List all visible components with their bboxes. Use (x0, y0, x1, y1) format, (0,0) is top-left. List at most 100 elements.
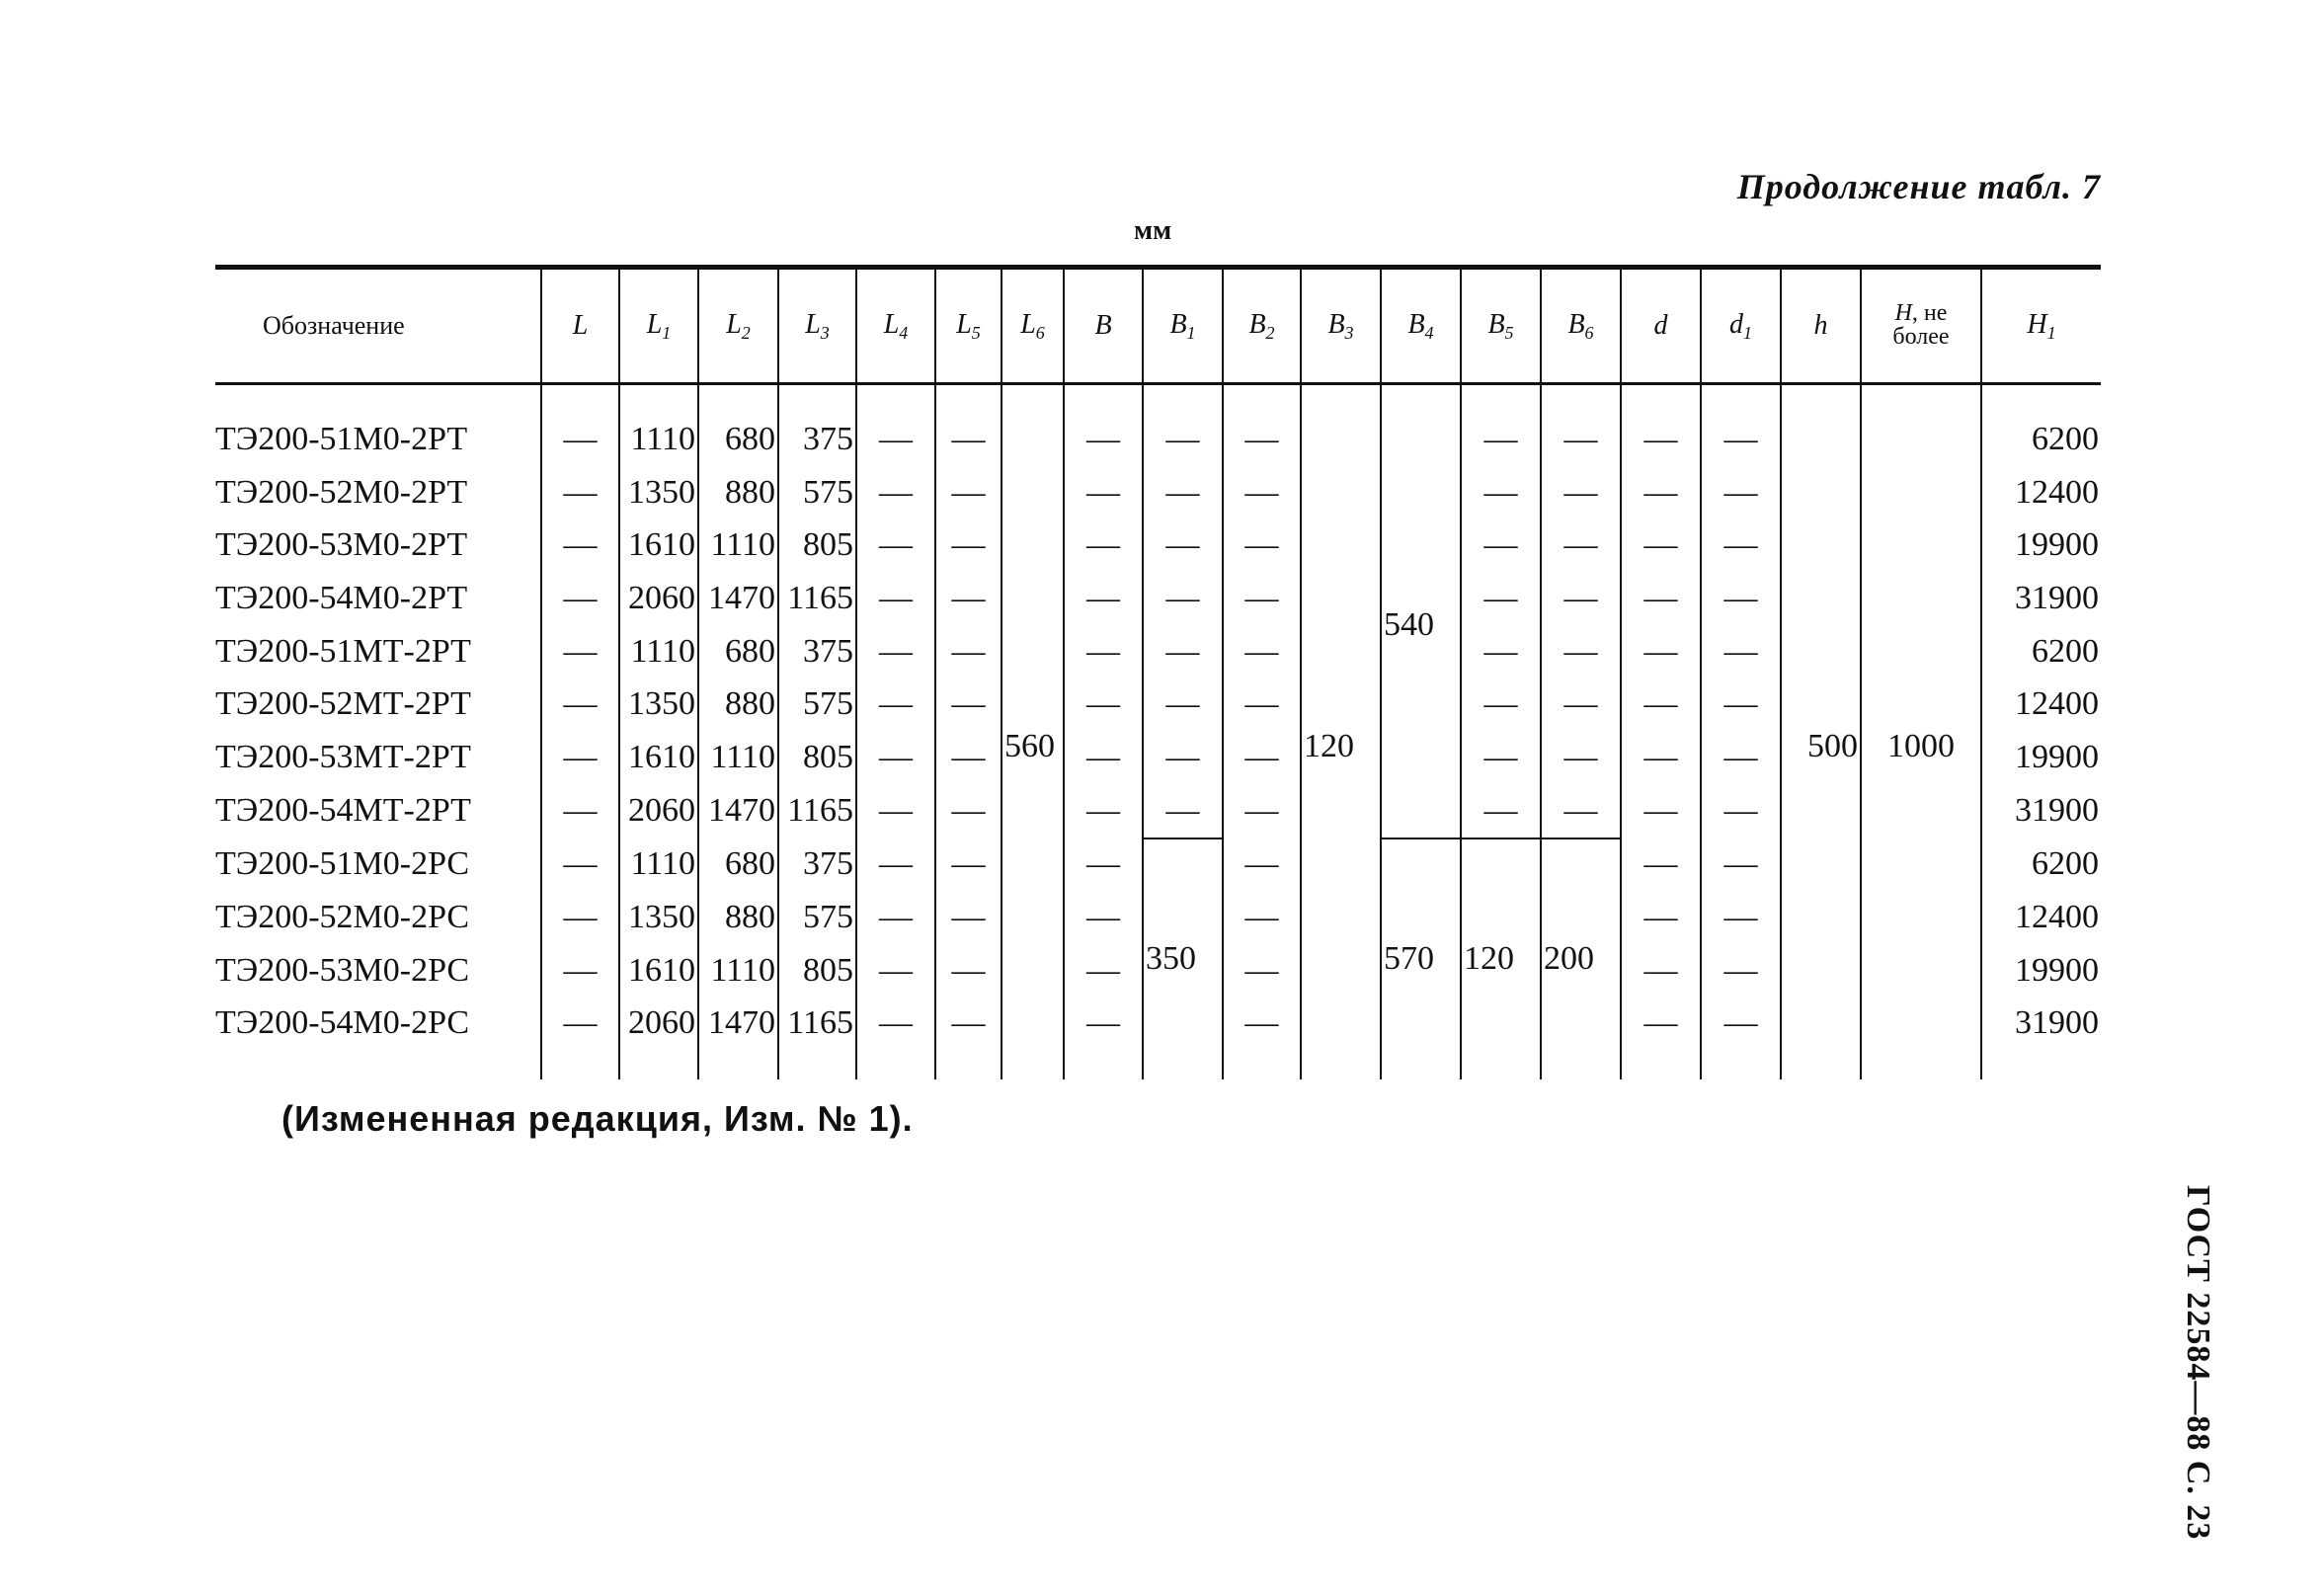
table-cell: — (1142, 383, 1223, 466)
table-cell: — (855, 943, 935, 998)
table-cell: — (1460, 519, 1541, 573)
table-cell: — (1700, 997, 1781, 1080)
table-cell: — (1620, 678, 1701, 732)
table-row: ТЭ200-54М0-2РС —2060 1470 1165— — — — — —31900 (215, 997, 2101, 1080)
column-header: L5 (934, 265, 1001, 385)
table-cell: — (1700, 465, 1781, 519)
table-row: ТЭ200-52М0-2РТ —1350 880 575— — — — — — — — —12400 (215, 465, 2101, 519)
table-row: ТЭ200-54М0-2РТ —2060 1470 1165— — — — — — — — —3190… (215, 572, 2101, 625)
table-cell: — (1700, 838, 1781, 892)
table-cell: 575 (777, 678, 856, 732)
table-cell: — (1460, 731, 1541, 784)
column-header: B3 (1300, 265, 1381, 385)
table-cell: 2060 (618, 783, 698, 838)
table-cell: — (1620, 624, 1701, 678)
designation-cell: ТЭ200-54М0-2РТ (215, 579, 468, 616)
table-cell: — (934, 624, 1001, 678)
table-cell: 1610 (618, 731, 698, 784)
table-cell: 12400 (1980, 678, 2101, 732)
column-header: d (1620, 265, 1701, 385)
table-cell: 1165 (777, 572, 856, 625)
table-cell: — (1063, 519, 1143, 573)
table-cell: 1350 (618, 465, 698, 519)
column-header-label: H, не более (1892, 299, 1950, 350)
column-header: B (1063, 265, 1143, 385)
table-cell: — (1700, 943, 1781, 998)
table-cell: — (934, 678, 1001, 732)
table-cell: — (1063, 838, 1143, 892)
table-cell: — (1460, 572, 1541, 625)
table-cell: — (1620, 783, 1701, 838)
table-cell: 680 (697, 383, 778, 466)
merged-cell-B3: 120 (1300, 383, 1381, 1080)
table-cell: — (855, 383, 935, 466)
table-cell: — (1222, 731, 1301, 784)
table-row: ТЭ200-51М0-2РТ —1110 680 375— —560— — —120 540—… (215, 383, 2101, 1080)
table-cell: — (1540, 678, 1621, 732)
table-cell: 805 (777, 731, 856, 784)
table-cell: 375 (777, 838, 856, 892)
table-cell: 880 (697, 678, 778, 732)
column-header: L (540, 265, 619, 385)
table-cell: — (1063, 943, 1143, 998)
table-cell: — (540, 678, 619, 732)
table-cell: — (1222, 519, 1301, 573)
table-cell: — (1142, 678, 1223, 732)
table-cell: — (1222, 624, 1301, 678)
table-cell: 1165 (777, 783, 856, 838)
table-cell: — (934, 465, 1001, 519)
table-cell: — (1063, 731, 1143, 784)
column-header: L3 (777, 265, 856, 385)
table-cell: — (1063, 465, 1143, 519)
designation-cell: ТЭ200-54МТ-2РТ (215, 792, 471, 830)
table-cell: 12400 (1980, 891, 2101, 944)
table-cell: — (1222, 572, 1301, 625)
merged-cell-L6: 560 (1001, 383, 1064, 1080)
table-cell: — (540, 519, 619, 573)
designation-cell: ТЭ200-51М0-2РТ (215, 420, 468, 457)
table-cell: — (1700, 891, 1781, 944)
table-row: ТЭ200-53М0-2РС —1610 1110 805— — — — — —19900 (215, 943, 2101, 998)
side-page-label: ГОСТ 22584—88 С. 23 (2180, 1185, 2216, 1541)
dimensions-table: Обозначение L L1 L2 L3 L4 L5 L6 B B1 B2 B3 B4 B5 B6 d d1… (215, 265, 2101, 1080)
table-row: ТЭ200-53М0-2РТ —1610 1110 805— — — — — — — — —19900 (215, 519, 2101, 573)
table-cell: — (855, 572, 935, 625)
table-cell: — (1142, 519, 1223, 573)
column-header: B5 (1460, 265, 1541, 385)
table-cell: — (1620, 838, 1701, 892)
table-cell: — (855, 838, 935, 892)
table-cell: 19900 (1980, 943, 2101, 998)
table-cell: — (855, 997, 935, 1080)
table-cell: — (1540, 383, 1621, 466)
table-cell: — (1460, 383, 1541, 466)
merged-cell-B4: 540 (1380, 383, 1461, 838)
table-cell: — (1460, 678, 1541, 732)
designation-cell: ТЭ200-54М0-2РС (215, 1004, 470, 1042)
table-cell: — (1222, 383, 1301, 466)
table-cell: — (934, 731, 1001, 784)
table-cell: 1610 (618, 943, 698, 998)
table-cell: — (855, 891, 935, 944)
merged-cell-B4: 570 (1380, 837, 1461, 1080)
table-cell: — (934, 838, 1001, 892)
column-header: B1 (1142, 265, 1223, 385)
table-cell: — (1700, 383, 1781, 466)
table-cell: 6200 (1980, 624, 2101, 678)
designation-cell: ТЭ200-53М0-2РС (215, 951, 470, 989)
table-cell: — (540, 783, 619, 838)
table-cell: 575 (777, 465, 856, 519)
table-continuation-label: Продолжение табл. 7 (1736, 167, 2101, 206)
table-cell: 680 (697, 624, 778, 678)
table-cell: — (540, 891, 619, 944)
table-cell: 1470 (697, 783, 778, 838)
table-cell: — (1620, 383, 1701, 466)
table-cell: — (540, 624, 619, 678)
table-cell: — (1142, 731, 1223, 784)
table-cell: — (1222, 838, 1301, 892)
table-cell: — (540, 383, 619, 466)
merged-cell-B1: 350 (1142, 837, 1223, 1080)
table-cell: — (855, 678, 935, 732)
table-cell: — (855, 731, 935, 784)
table-cell: — (1620, 465, 1701, 519)
table-cell: — (855, 519, 935, 573)
